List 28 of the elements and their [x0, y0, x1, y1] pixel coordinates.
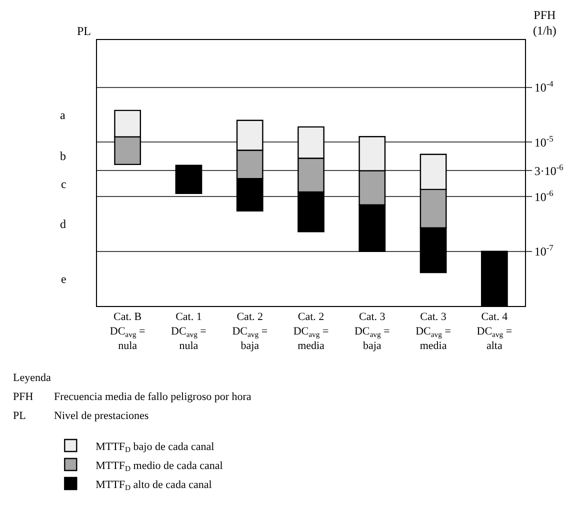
- legend-label: MTTF$_{D}$ alto de cada canal: [96, 478, 212, 492]
- x-tick-label: Cat. 2 DC$_{avg}$ = media: [293, 311, 329, 352]
- text: b: [60, 149, 66, 163]
- y-axis-title: PFH (1/h): [533, 8, 556, 38]
- text: d: [60, 217, 66, 231]
- x-tick-label: Cat. 3 DC$_{avg}$ = baja: [354, 311, 390, 352]
- text: Frecuencia media de fallo peligroso por hora: [54, 391, 252, 403]
- text: e: [61, 272, 66, 286]
- text: c: [61, 177, 66, 191]
- legend-label: MTTF$_{D}$ medio de cada canal: [96, 460, 223, 474]
- text: Leyenda: [13, 372, 51, 384]
- text: PL: [77, 24, 92, 38]
- y-tick-label: 3·10$^{-6}$: [534, 162, 564, 178]
- y-tick-label: 10$^{-4}$: [534, 80, 554, 95]
- text: PL: [13, 410, 26, 422]
- x-tick-label: Cat. 3 DC$_{avg}$ = media: [416, 311, 451, 352]
- y-tick-label: 10$^{-5}$: [534, 134, 554, 150]
- bar: [175, 164, 202, 194]
- x-tick-label: Cat. 1 DC$_{avg}$ = nula: [171, 311, 206, 352]
- text: PFH: [13, 391, 34, 403]
- y-tick-label: 10$^{-6}$: [534, 188, 554, 204]
- x-tick-label: Cat. 2 DC$_{avg}$ = baja: [232, 311, 268, 352]
- text: Nivel de prestaciones: [54, 410, 149, 422]
- x-tick-label: Cat. 4 DC$_{avg}$ = alta: [476, 311, 512, 352]
- text: a: [60, 108, 66, 122]
- y-tick-label: 10$^{-7}$: [534, 244, 554, 259]
- x-tick-label: Cat. B DC$_{avg}$ = nula: [110, 311, 146, 352]
- legend-label: MTTF$_{D}$ bajo de cada canal: [96, 440, 214, 454]
